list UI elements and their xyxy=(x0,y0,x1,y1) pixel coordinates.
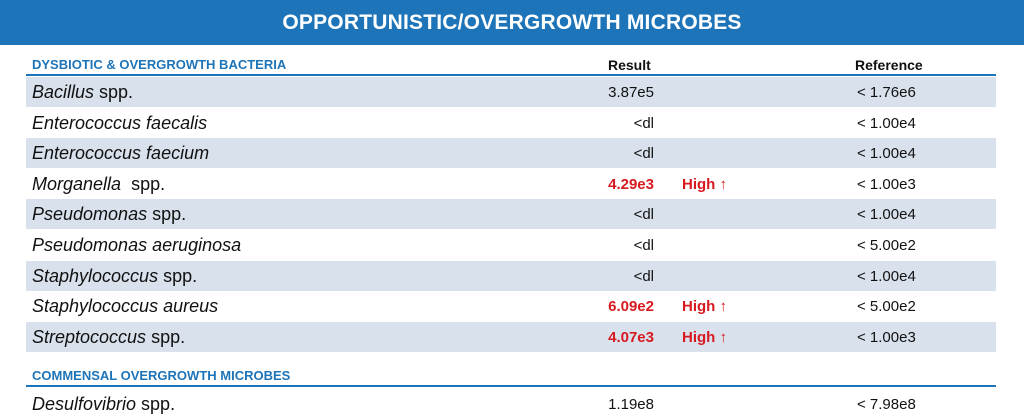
organism-name-italic: Enterococcus faecalis xyxy=(32,112,208,133)
reference-value: < 5.00e2 xyxy=(857,298,916,316)
result-value: 3.87e5 xyxy=(608,84,654,101)
organism-name-italic: Staphylococcus xyxy=(32,265,159,286)
table-row: Staphylococcus aureus 6.09e2 High ↑ < 5.00e… xyxy=(26,291,996,321)
organism-name-italic: Desulfovibrio xyxy=(32,394,137,414)
organism-name-italic: Pseudomonas aeruginosa xyxy=(32,235,242,255)
reference-value: < 7.98e8 xyxy=(857,396,916,413)
high-flag: High ↑ xyxy=(682,328,727,346)
organism-name: Enterococcus faecium xyxy=(32,143,209,164)
reference-column-header: Reference xyxy=(855,57,923,73)
table-row: Streptococcus spp. 4.07e3 High ↑ < 1.00e3 xyxy=(26,321,996,352)
organism-name: Pseudomonas spp. xyxy=(32,204,186,225)
result-value: 4.29e3 xyxy=(608,175,654,193)
organism-name-suffix: spp. xyxy=(94,82,134,102)
table-row: Bacillus spp. 3.87e5 < 1.76e6 xyxy=(26,77,996,107)
organism-name-suffix: spp. xyxy=(146,326,186,347)
organism-name-italic: Staphylococcus aureus xyxy=(32,296,219,317)
organism-name: Desulfovibrio spp. xyxy=(32,394,175,415)
reference-value: < 1.00e3 xyxy=(857,175,916,193)
table-row: Enterococcus faecalis <dl < 1.00e4 xyxy=(26,108,996,138)
organism-name-italic: Streptococcus xyxy=(32,326,147,347)
table-row: Pseudomonas spp. <dl < 1.00e4 xyxy=(26,199,996,230)
organism-name-suffix: spp. xyxy=(158,265,198,286)
organism-name: Streptococcus spp. xyxy=(32,327,185,348)
organism-name-italic: Bacillus xyxy=(32,82,95,102)
result-value: <dl xyxy=(633,237,654,254)
organism-name-italic: Enterococcus faecium xyxy=(32,143,210,164)
result-value: <dl xyxy=(633,145,654,163)
high-flag: High ↑ xyxy=(682,298,727,316)
reference-value: < 1.76e6 xyxy=(857,84,916,101)
high-flag: High ↑ xyxy=(682,175,727,193)
organism-name: Staphylococcus spp. xyxy=(32,266,197,287)
organism-name: Staphylococcus aureus xyxy=(32,296,218,317)
organism-name-suffix: spp. xyxy=(121,173,166,194)
reference-value: < 1.00e3 xyxy=(857,328,916,346)
organism-name-suffix: spp. xyxy=(136,394,176,414)
report-banner: OPPORTUNISTIC/OVERGROWTH MICROBES xyxy=(0,0,1024,45)
result-value: 6.09e2 xyxy=(608,298,654,316)
organism-name: Morganella spp. xyxy=(32,174,165,195)
organism-name-italic: Morganella xyxy=(32,173,122,194)
section-header-commensal: COMMENSAL OVERGROWTH MICROBES xyxy=(26,365,996,387)
result-value: <dl xyxy=(633,206,654,224)
table-row: Desulfovibrio spp. 1.19e8 < 7.98e8 xyxy=(26,389,996,419)
table-row: Pseudomonas aeruginosa <dl < 5.00e2 xyxy=(26,230,996,260)
banner-title: OPPORTUNISTIC/OVERGROWTH MICROBES xyxy=(282,10,742,34)
reference-value: < 1.00e4 xyxy=(857,114,916,132)
organism-name: Pseudomonas aeruginosa xyxy=(32,235,241,256)
reference-value: < 5.00e2 xyxy=(857,237,916,254)
result-value: <dl xyxy=(633,267,654,285)
result-value: <dl xyxy=(633,114,654,132)
section-title: DYSBIOTIC & OVERGROWTH BACTERIA xyxy=(32,57,287,72)
reference-value: < 1.00e4 xyxy=(857,206,916,224)
section-header-dysbiotic: DYSBIOTIC & OVERGROWTH BACTERIA Result R… xyxy=(26,54,996,76)
organism-name: Enterococcus faecalis xyxy=(32,113,207,134)
table-row: Morganella spp. 4.29e3 High ↑ < 1.00e3 xyxy=(26,169,996,199)
table-row: Staphylococcus spp. <dl < 1.00e4 xyxy=(26,260,996,291)
result-value: 1.19e8 xyxy=(608,396,654,413)
result-value: 4.07e3 xyxy=(608,328,654,346)
organism-name-suffix: spp. xyxy=(147,204,187,225)
reference-value: < 1.00e4 xyxy=(857,145,916,163)
organism-name-italic: Pseudomonas xyxy=(32,204,148,225)
result-column-header: Result xyxy=(608,57,651,73)
organism-name: Bacillus spp. xyxy=(32,82,133,103)
section-title: COMMENSAL OVERGROWTH MICROBES xyxy=(32,368,291,383)
reference-value: < 1.00e4 xyxy=(857,267,916,285)
table-row: Enterococcus faecium <dl < 1.00e4 xyxy=(26,138,996,169)
